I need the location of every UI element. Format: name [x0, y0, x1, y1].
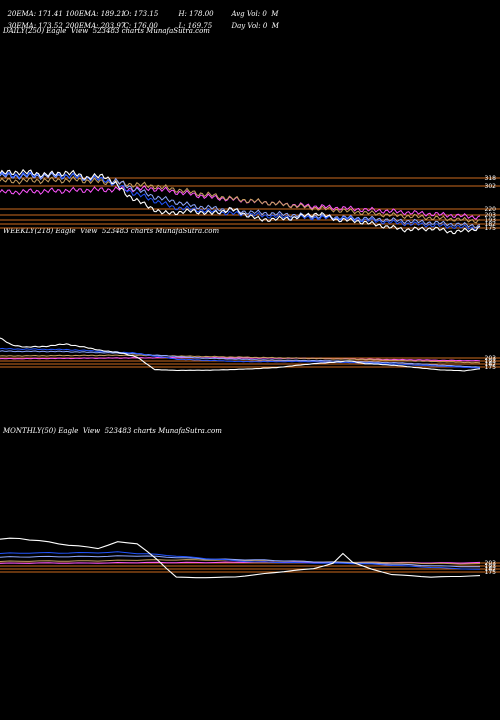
low-value: L: 169.75 — [178, 22, 213, 30]
avg-vol-value: Avg Vol: 0 M — [231, 10, 279, 18]
daily-ema20-line — [0, 170, 481, 231]
ema20-value: 20EMA: 171.41 — [7, 10, 63, 18]
daily-level-label-1: 302 — [485, 183, 497, 190]
ema100-value: 100EMA: 189.21 — [65, 10, 126, 18]
open-value: O: 173.15 — [123, 10, 159, 18]
monthly-chart-title: MONTHLY(50) Eagle View 523483 charts Mun… — [3, 427, 222, 435]
daily-level-label-2: 220 — [485, 206, 497, 213]
daily-price-line — [0, 168, 481, 235]
monthly-ema30-line — [0, 555, 480, 568]
weekly-ema200-line — [0, 356, 481, 362]
daily-level-label-5: 182 — [485, 221, 497, 228]
weekly-level-label-1: 193 — [485, 358, 497, 365]
ema30-value: 30EMA: 173.52 — [7, 22, 63, 30]
weekly-level-label-3: 175 — [485, 364, 497, 371]
weekly-level-label-2: 182 — [485, 361, 497, 368]
weekly-price-line — [0, 337, 481, 372]
ema200-value: 200EMA: 203.97 — [65, 22, 126, 30]
header-row-2: 30EMA: 173.52 200EMA: 203.97C: 176.00 L: 1… — [3, 14, 279, 30]
daily-ema100-line — [0, 175, 481, 224]
monthly-ema100-line — [0, 559, 481, 565]
daily-level-label-0: 318 — [485, 175, 497, 182]
monthly-level-label-2: 182 — [485, 566, 497, 573]
weekly-ema30-line — [0, 350, 481, 368]
weekly-ema20-line — [0, 347, 481, 369]
monthly-level-label-1: 193 — [485, 563, 497, 570]
monthly-price-line — [0, 537, 481, 579]
weekly-chart-title: WEEKLY(218) Eagle View 523483 charts Mun… — [3, 227, 220, 235]
weekly-ema100-line — [0, 354, 481, 364]
day-vol-value: Day Vol: 0 M — [231, 22, 279, 30]
daily-chart-title: DAILY(250) Eagle View 523483 charts Muna… — [3, 27, 210, 35]
monthly-level-label-0: 203 — [485, 560, 497, 567]
close-value: C: 176.00 — [123, 22, 158, 30]
header-row-1: 20EMA: 171.41 100EMA: 189.21O: 173.15 H: 1… — [3, 2, 278, 18]
daily-level-label-3: 203 — [485, 212, 497, 219]
monthly-level-label-3: 175 — [485, 569, 497, 576]
daily-level-label-6: 175 — [485, 225, 497, 232]
monthly-ema20-line — [0, 551, 481, 570]
weekly-level-label-0: 203 — [485, 355, 497, 362]
high-value: H: 178.00 — [178, 10, 214, 18]
daily-level-label-4: 193 — [485, 217, 497, 224]
